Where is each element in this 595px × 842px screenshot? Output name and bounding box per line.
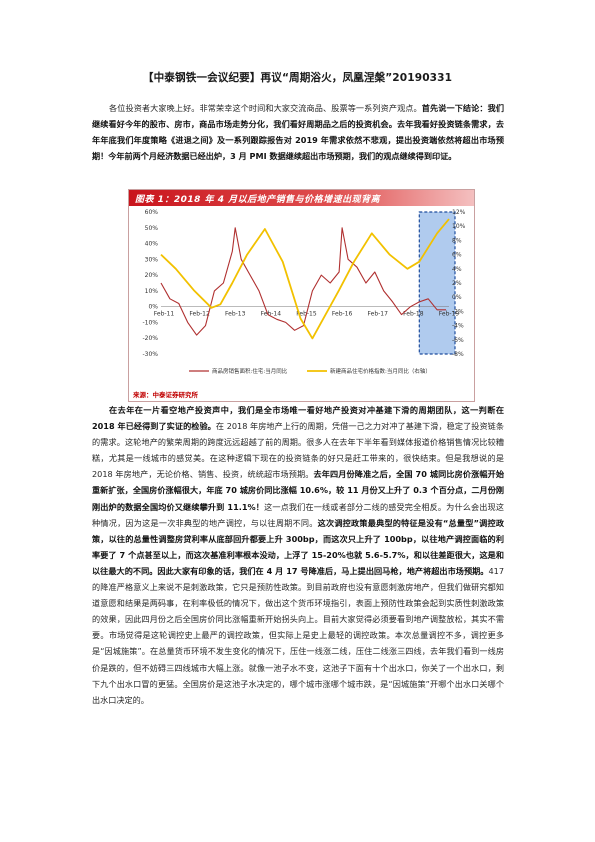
y-right-tick-label: -6% [452, 337, 464, 344]
y-left-tick-label: 0% [148, 304, 158, 311]
y-left-tick-label: 40% [145, 241, 159, 248]
document-title: 【中泰钢铁一会议纪要】再议“周期浴火，凤凰涅槃”20190331 [142, 72, 453, 84]
x-tick-label: Feb-13 [225, 311, 246, 318]
y-right-tick-label: -2% [452, 308, 464, 315]
chart-figure: 图表 1：2018 年 4 月以后地产销售与价格增速出现背离 -30% -20% -… [128, 189, 475, 402]
text-run: 首先说一下结论：我们继续看好今年的股市、房市，商品市场走势分化，我们看好周期品之… [92, 103, 504, 162]
x-tick-label: Feb-19 [439, 311, 460, 318]
chart-header: 图表 1：2018 年 4 月以后地产销售与价格增速出现背离 [129, 190, 474, 206]
legend-label-price: 新建商品住宅价格指数:当月同比（右轴） [330, 367, 431, 375]
text-run: 这一点我们在一线或者部分二线的感受完全相反。为什么会出现这种情况，因为这是一次非… [92, 501, 504, 528]
y-right-tick-label: 6% [452, 252, 462, 259]
y-right-tick-label: 2% [452, 280, 462, 287]
y-left-tick-label: 50% [145, 225, 159, 232]
y-left-tick-label: 10% [145, 288, 159, 295]
y-left-tick-label: 60% [145, 209, 159, 216]
paragraph-intro: 各位投资者大家晚上好。非常荣幸这个时间和大家交流商品、股票等一系列资产观点。首先… [92, 100, 504, 164]
text-run: 在 2018 年房地产上行的周期，凭借一己之力对冲了基建下滑，稳定了投资链条的需… [92, 421, 504, 480]
chart-svg: -30% -20% -10% 0% 10% 20% 30% 40% 50% 60% -8% -6% -4… [142, 209, 466, 375]
text-run: 各位投资者大家晚上好。非常荣幸这个时间和大家交流商品、股票等一系列资产观点。 [109, 103, 422, 113]
y-right-tick-label: 12% [452, 209, 466, 216]
y-right-tick-label: 0% [452, 294, 462, 301]
x-tick-label: Feb-11 [154, 311, 175, 318]
y-right-tick-label: -4% [452, 323, 464, 330]
y-left-tick-label: -20% [142, 335, 158, 342]
x-tick-label: Feb-12 [189, 311, 210, 318]
x-tick-label: Feb-18 [403, 311, 424, 318]
text-run: 去年四月份降准之后，全国 70 城同比房价涨幅开始重新扩张，全国房价涨幅很大，年… [92, 469, 504, 512]
chart-source: 来源：中泰证券研究所 [133, 391, 198, 399]
y-right-tick-label: 4% [452, 266, 462, 273]
y-left-tick-label: 20% [145, 272, 159, 279]
highlight-region [418, 211, 456, 355]
y-left-tick-label: -10% [142, 319, 158, 326]
y-right-tick-label: 10% [452, 223, 466, 230]
y-right-tick-label: -8% [452, 351, 464, 358]
legend-label-sales: 商品房销售面积:住宅:当月同比 [212, 367, 288, 375]
y-left-tick-label: 30% [145, 256, 159, 263]
text-run: 这次调控政策最典型的特征是没有“总量型”调控政策，以往的总量性调整房贷利率从底部… [92, 517, 504, 576]
price-series-line [160, 218, 450, 340]
x-tick-label: Feb-17 [368, 311, 389, 318]
x-tick-label: Feb-14 [261, 311, 282, 318]
text-run: 在去年在一片看空地产投资声中，我们是全市场唯一看好地产投资对冲基建下滑的周期团队… [92, 405, 504, 432]
x-tick-label: Feb-16 [332, 311, 353, 318]
paragraph-body: 在去年在一片看空地产投资声中，我们是全市场唯一看好地产投资对冲基建下滑的周期团队… [92, 402, 504, 708]
y-left-tick-label: -30% [142, 351, 158, 358]
chart-caption: 图表 1：2018 年 4 月以后地产销售与价格增速出现背离 [135, 195, 381, 205]
y-right-tick-label: 8% [452, 237, 462, 244]
text-run: 417 的降准严格意义上来说不是刺激政策，它只是预防性政策。到目前政府也没有意愿… [92, 565, 504, 705]
sales-series-line [160, 227, 446, 336]
